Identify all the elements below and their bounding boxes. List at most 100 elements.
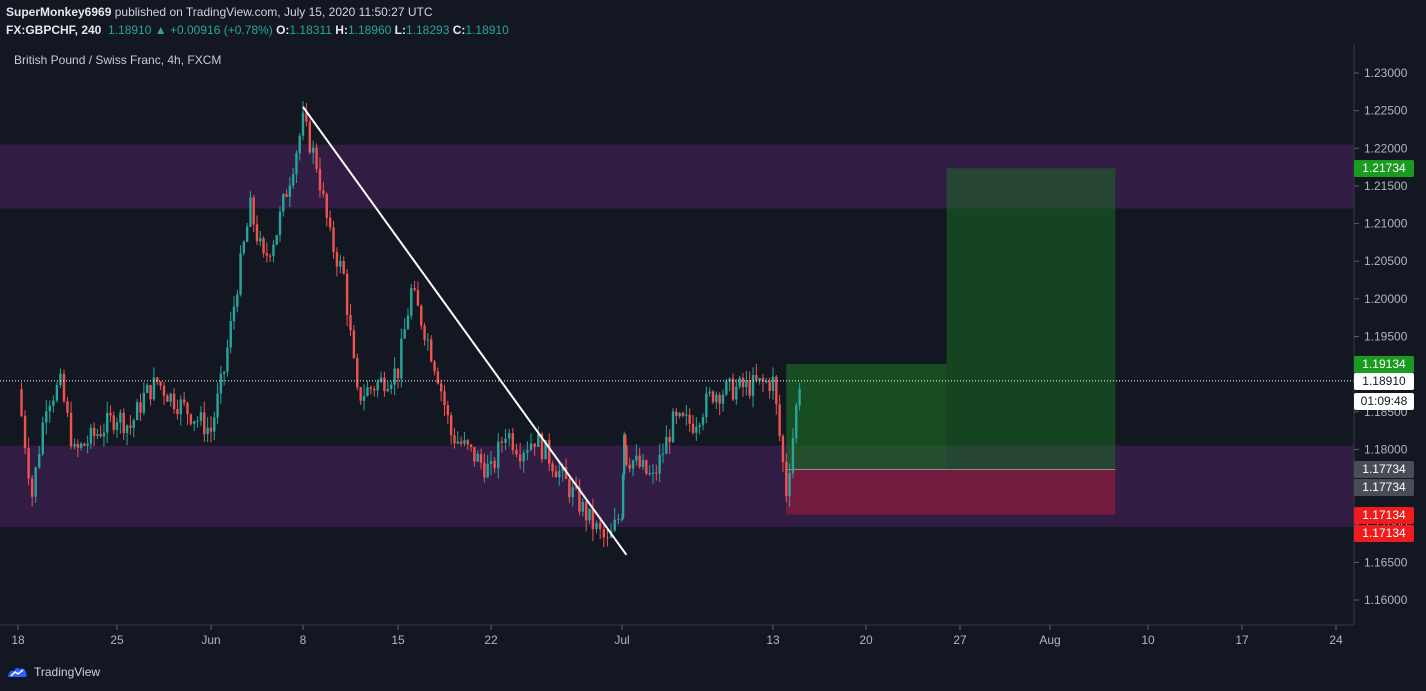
candle-body <box>146 385 149 393</box>
candle-body <box>305 112 308 122</box>
candle-body <box>79 443 83 448</box>
price-tick-label: 1.23000 <box>1364 66 1408 80</box>
candle-body <box>386 388 390 392</box>
support-resistance-zones <box>0 144 1354 527</box>
candle-body <box>369 387 373 389</box>
price-tick-label: 1.16000 <box>1364 593 1408 607</box>
time-tick-label: 10 <box>1141 633 1155 647</box>
price-tick-label: 1.20000 <box>1364 292 1408 306</box>
candle-body <box>456 441 459 444</box>
candle-body <box>469 444 473 447</box>
candle-body <box>522 452 525 462</box>
candle-body <box>119 412 122 423</box>
long-position-tool[interactable] <box>786 168 1116 515</box>
candle-body <box>99 434 102 437</box>
candle-body <box>301 112 305 136</box>
candle-body <box>142 392 146 413</box>
candle-body <box>768 381 771 391</box>
stop-loss-zone[interactable] <box>786 469 1116 515</box>
publisher-name[interactable]: SuperMonkey6969 <box>6 5 112 19</box>
candle-body <box>262 238 265 254</box>
candle-body <box>109 412 112 416</box>
candle-body <box>638 455 641 467</box>
candle-body <box>584 501 588 521</box>
candle-body <box>564 466 568 480</box>
price-label-1-17134: 1.17134 <box>1354 506 1414 524</box>
candle-body <box>479 454 483 463</box>
candle-body <box>288 185 292 197</box>
candle-body <box>272 244 275 257</box>
candle-body <box>393 368 396 385</box>
candle-body <box>106 412 109 433</box>
candle-body <box>265 253 269 256</box>
candle-body <box>688 414 691 424</box>
candle-body <box>420 305 423 326</box>
trendline-drawing[interactable] <box>302 106 628 556</box>
candle-body <box>507 433 511 439</box>
time-tick-label: 24 <box>1329 633 1343 647</box>
candle-body <box>785 461 788 496</box>
candle-body <box>196 420 199 422</box>
brand-name: TradingView <box>34 665 101 679</box>
candle-body <box>199 412 203 421</box>
candle-body <box>751 375 755 396</box>
candle-body <box>621 474 625 519</box>
candle-body <box>497 441 500 469</box>
trendline[interactable] <box>302 106 628 556</box>
candle-body <box>59 373 62 386</box>
candle-body <box>34 467 37 497</box>
candle-body <box>781 436 785 462</box>
candle-body <box>745 380 748 388</box>
candle-body <box>741 377 745 388</box>
time-tick-label: 22 <box>484 633 498 647</box>
candle-body <box>132 420 135 428</box>
candle-body <box>504 438 507 444</box>
low-label: L: <box>394 23 406 37</box>
publish-info: SuperMonkey6969 published on TradingView… <box>6 5 433 19</box>
profit-zone-2[interactable] <box>946 168 1116 470</box>
candle-body <box>430 339 433 362</box>
candle-body <box>602 529 606 538</box>
candle-body <box>318 168 322 191</box>
published-text: published on TradingView.com, July 15, 2… <box>114 5 433 19</box>
candle-body <box>761 378 765 382</box>
candle-body <box>436 371 440 384</box>
candle-body <box>613 519 616 531</box>
time-tick-label: 17 <box>1235 633 1249 647</box>
candle-body <box>76 443 80 448</box>
candle-body <box>162 385 166 396</box>
candle-body <box>115 422 119 430</box>
price-label-1-17734: 1.17734 <box>1354 479 1414 497</box>
candle-body <box>463 440 466 444</box>
candle-body <box>189 414 193 424</box>
candle-body <box>349 315 352 331</box>
price-tick-label: 1.22000 <box>1364 141 1408 155</box>
candle-body <box>798 388 801 406</box>
tradingview-logo-icon <box>8 667 27 677</box>
price-tick-label: 1.20500 <box>1364 254 1408 268</box>
candle-body <box>738 377 741 387</box>
candle-body <box>718 394 721 404</box>
profit-zone-1[interactable] <box>786 364 947 470</box>
candle-body <box>685 414 688 416</box>
candle-body <box>778 404 781 437</box>
candle-body <box>721 394 725 404</box>
candle-body <box>453 435 456 444</box>
price-tick-label: 1.16500 <box>1364 555 1408 569</box>
candle-body <box>359 387 362 401</box>
candle-body <box>362 396 366 401</box>
tradingview-brand[interactable]: TradingView <box>6 665 100 679</box>
candle-body <box>23 415 27 449</box>
candle-body <box>48 405 52 412</box>
candle-body <box>617 518 620 520</box>
candle-body <box>620 518 624 520</box>
time-axis[interactable]: 18 25 Jun 8 15 22 Jul 13 20 27 Aug 10 17 24 <box>11 625 1343 647</box>
price-label-1-17134: 1.17134 <box>1354 524 1414 542</box>
candle-body <box>681 412 685 416</box>
candle-body <box>203 412 206 435</box>
candle-body <box>259 238 262 242</box>
candle-body <box>765 381 768 383</box>
candle-body <box>252 197 255 225</box>
time-tick-label: Jul <box>614 633 629 647</box>
